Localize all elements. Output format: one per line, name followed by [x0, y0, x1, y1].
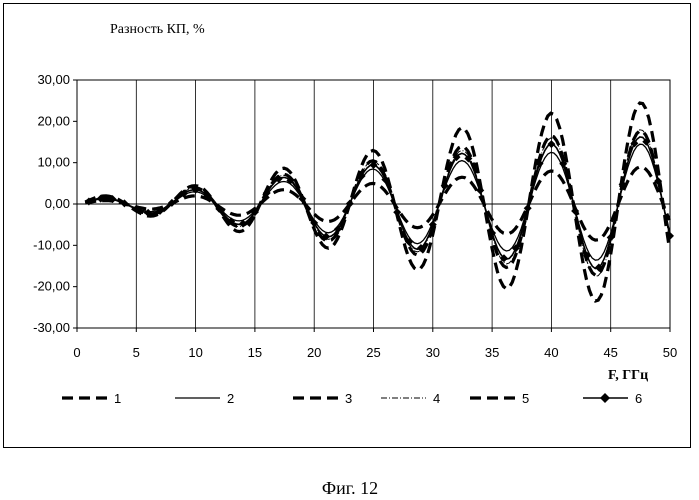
x-tick-label: 40 — [544, 345, 558, 360]
y-tick-label: 30,00 — [37, 72, 70, 87]
y-tick-label: -10,00 — [33, 237, 70, 252]
x-tick-label: 20 — [307, 345, 321, 360]
x-tick-label: 35 — [485, 345, 499, 360]
x-tick-label: 15 — [248, 345, 262, 360]
x-tick-label: 30 — [426, 345, 440, 360]
legend-label-6: 6 — [635, 391, 642, 406]
y-tick-label: 0,00 — [45, 196, 70, 211]
legend-label-1: 1 — [114, 391, 121, 406]
legend-label-2: 2 — [227, 391, 234, 406]
axes: 30,00 20,00 10,00 0,00 -10,00 -20,00 -30,000 5 1… — [33, 72, 677, 360]
figure-caption: Фиг. 12 — [322, 478, 378, 498]
series-marker — [547, 140, 555, 148]
y-tick-label: 20,00 — [37, 113, 70, 128]
y-tick-label: 10,00 — [37, 155, 70, 170]
legend: 1 2 3 4 5 6 — [62, 391, 642, 406]
legend-label-4: 4 — [433, 391, 440, 406]
x-tick-label: 0 — [73, 345, 80, 360]
y-axis-title: Разность КП, % — [110, 22, 205, 37]
series-marker — [476, 186, 484, 194]
y-tick-label: -30,00 — [33, 320, 70, 335]
legend-label-5: 5 — [522, 391, 529, 406]
legend-marker — [600, 393, 610, 403]
x-tick-label: 50 — [663, 345, 677, 360]
legend-label-3: 3 — [345, 391, 352, 406]
x-axis-title: F, ГГц — [608, 368, 648, 383]
x-tick-label: 5 — [133, 345, 140, 360]
x-tick-label: 25 — [366, 345, 380, 360]
y-tick-label: -20,00 — [33, 279, 70, 294]
series-layer — [85, 103, 674, 301]
x-tick-label: 10 — [188, 345, 202, 360]
x-tick-label: 45 — [603, 345, 617, 360]
